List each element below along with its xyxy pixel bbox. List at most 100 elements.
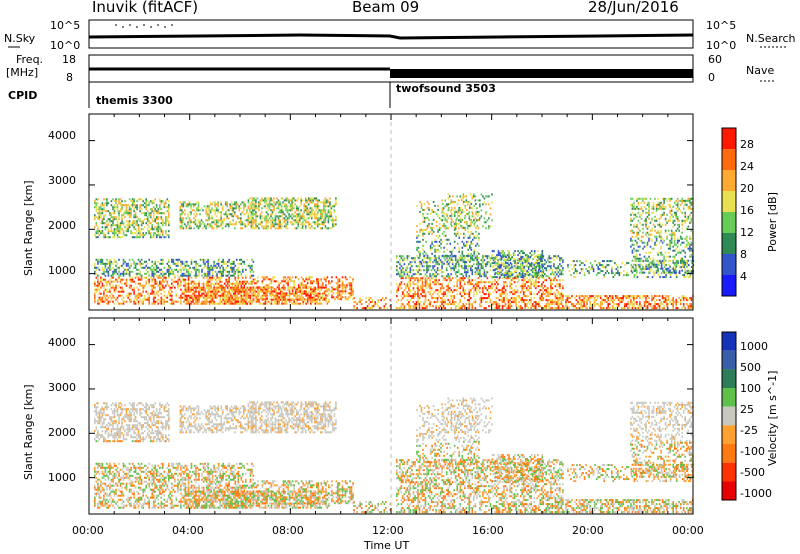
range-cell <box>408 263 410 266</box>
range-cell <box>550 291 552 294</box>
range-cell <box>488 261 490 264</box>
range-cell <box>483 255 486 258</box>
range-cell <box>409 289 412 292</box>
range-cell <box>421 305 424 308</box>
range-cell <box>137 288 140 291</box>
range-cell <box>271 205 274 208</box>
range-cell <box>465 275 468 278</box>
range-cell <box>264 225 266 228</box>
range-cell <box>258 205 260 208</box>
range-cell <box>243 294 246 297</box>
range-cell <box>402 255 404 258</box>
range-cell <box>464 281 466 284</box>
range-cell <box>198 286 200 289</box>
range-cell <box>172 272 175 275</box>
range-cell <box>223 298 226 301</box>
range-cell <box>527 271 529 274</box>
power-ytick: 4000 <box>48 129 76 142</box>
range-cell <box>320 223 322 226</box>
range-cell <box>306 201 308 204</box>
range-cell <box>109 288 111 291</box>
range-cell <box>330 213 333 216</box>
range-cell <box>495 303 498 306</box>
range-cell <box>181 221 183 224</box>
range-cell <box>189 290 191 293</box>
range-cell <box>293 286 295 289</box>
range-cell <box>513 297 516 300</box>
range-cell <box>448 303 451 306</box>
range-cell <box>417 265 419 268</box>
range-cell <box>98 258 101 261</box>
range-cell <box>299 290 301 293</box>
range-cell <box>297 278 300 281</box>
range-cell <box>274 201 277 204</box>
range-cell <box>159 270 161 273</box>
range-cell <box>201 294 203 297</box>
range-cell <box>157 294 160 297</box>
range-cell <box>554 293 557 296</box>
range-cell <box>253 227 256 230</box>
range-cell <box>454 289 457 292</box>
range-cell <box>136 208 138 211</box>
x-tick: 20:00 <box>572 524 604 537</box>
range-cell <box>101 208 104 211</box>
range-cell <box>414 259 416 262</box>
range-cell <box>94 264 96 267</box>
range-cell <box>427 265 430 268</box>
range-cell <box>157 284 160 287</box>
range-cell <box>473 291 475 294</box>
range-cell <box>497 261 499 264</box>
range-cell <box>148 230 150 233</box>
range-cell <box>438 269 440 272</box>
range-cell <box>295 221 298 224</box>
range-cell <box>513 291 516 294</box>
range-cell <box>125 262 128 265</box>
range-cell <box>275 292 277 295</box>
range-cell <box>116 280 119 283</box>
range-cell <box>446 238 448 241</box>
range-cell <box>207 284 209 287</box>
range-cell <box>436 299 439 302</box>
range-cell <box>103 206 105 209</box>
range-cell <box>113 210 116 213</box>
range-cell <box>143 272 146 275</box>
range-cell <box>131 222 134 225</box>
range-cell <box>291 203 293 206</box>
range-cell <box>237 296 240 299</box>
range-cell <box>368 299 370 302</box>
range-cell <box>127 262 129 265</box>
range-cell <box>308 278 311 281</box>
range-cell <box>247 221 250 224</box>
range-cell <box>470 269 472 272</box>
range-cell <box>317 288 320 291</box>
range-cell <box>447 255 449 258</box>
range-cell <box>471 269 474 272</box>
range-cell <box>445 303 448 306</box>
range-cell <box>317 282 320 285</box>
range-cell <box>483 271 486 274</box>
range-cell <box>103 290 105 293</box>
range-cell <box>414 273 416 276</box>
range-cell <box>258 300 261 303</box>
range-cell <box>190 227 192 230</box>
range-cell <box>327 211 330 214</box>
range-cell <box>252 298 255 301</box>
range-cell <box>313 296 315 299</box>
range-cell <box>267 215 269 218</box>
range-cell <box>315 199 318 202</box>
range-cell <box>125 208 128 211</box>
range-cell <box>149 232 152 235</box>
range-cell <box>226 286 229 289</box>
range-cell <box>544 293 546 296</box>
range-cell <box>208 276 211 279</box>
range-cell <box>501 291 504 294</box>
range-cell <box>152 200 155 203</box>
range-cell <box>433 269 436 272</box>
range-cell <box>462 279 465 282</box>
range-cell <box>211 290 214 293</box>
range-cell <box>415 305 418 308</box>
range-cell <box>219 268 221 271</box>
range-cell <box>240 294 243 297</box>
range-cell <box>133 204 135 207</box>
range-cell <box>448 281 451 284</box>
